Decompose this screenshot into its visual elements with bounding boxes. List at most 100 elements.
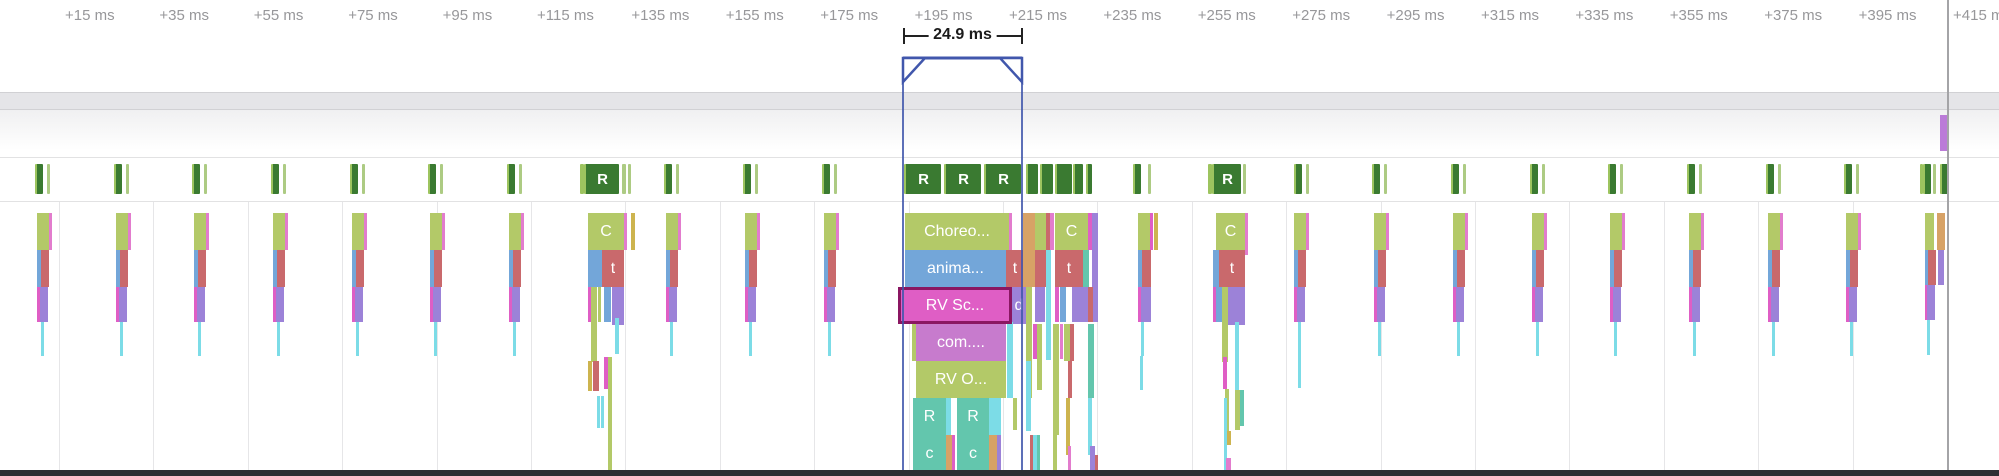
flame-bar[interactable] — [1245, 213, 1248, 255]
raster-bar[interactable] — [507, 164, 515, 194]
flame-bar[interactable] — [1455, 287, 1464, 322]
flame-bar[interactable] — [1768, 287, 1771, 322]
flame-bar[interactable] — [624, 213, 627, 250]
flame-bar[interactable] — [824, 287, 827, 322]
flame-bar[interactable] — [1035, 287, 1045, 322]
raster-bar[interactable] — [1451, 164, 1459, 194]
screenshot-event[interactable] — [1940, 115, 1947, 151]
flame-bar[interactable] — [1055, 287, 1059, 322]
raster-bar[interactable] — [1620, 164, 1623, 194]
flame-bar[interactable] — [1768, 250, 1772, 287]
flame-bar[interactable] — [666, 213, 678, 250]
raster-bar[interactable] — [1148, 164, 1151, 194]
flame-bar[interactable] — [509, 213, 521, 250]
raster-bar[interactable] — [362, 164, 365, 194]
flame-bar[interactable] — [1465, 213, 1468, 250]
flame-bar[interactable] — [1536, 322, 1539, 356]
raster-bar[interactable] — [519, 164, 522, 194]
flame-bar[interactable] — [912, 324, 916, 361]
raster-bar[interactable] — [283, 164, 286, 194]
raster-bar[interactable] — [1243, 164, 1246, 194]
flame-bar[interactable] — [49, 213, 52, 250]
raster-bar[interactable] — [1026, 164, 1038, 194]
flame-bar-r[interactable]: R — [913, 398, 946, 435]
flame-bar[interactable] — [989, 435, 997, 472]
flame-bar[interactable] — [352, 250, 356, 287]
flame-bar[interactable] — [1138, 250, 1142, 287]
raster-bar[interactable] — [1687, 164, 1695, 194]
flame-bar[interactable] — [1026, 361, 1031, 431]
flame-bar[interactable] — [39, 287, 48, 322]
raster-bar[interactable] — [628, 164, 631, 194]
flame-bar[interactable] — [434, 250, 442, 287]
flame-bar[interactable] — [1544, 213, 1547, 250]
raster-bar[interactable] — [1920, 164, 1923, 194]
flame-bar[interactable] — [1066, 398, 1070, 455]
flame-bar[interactable] — [1224, 398, 1227, 470]
raster-bar[interactable] — [428, 164, 436, 194]
raster-bar[interactable] — [755, 164, 758, 194]
flame-bar[interactable] — [430, 250, 434, 287]
flame-bar[interactable] — [670, 322, 673, 356]
flame-bar[interactable] — [194, 287, 197, 322]
raster-bar[interactable] — [1055, 164, 1072, 194]
flame-bar[interactable] — [430, 213, 442, 250]
flame-bar[interactable] — [1060, 324, 1063, 359]
flame-bar[interactable] — [588, 250, 602, 287]
flame-bar[interactable] — [1009, 213, 1012, 250]
flame-bar[interactable] — [37, 250, 41, 287]
flame-bar[interactable] — [670, 250, 678, 287]
flame-bar[interactable] — [1068, 361, 1072, 398]
flame-bar[interactable] — [1610, 213, 1622, 250]
flame-bar[interactable] — [952, 435, 955, 472]
flame-bar-c[interactable]: c — [913, 435, 946, 472]
flame-bar[interactable] — [1060, 287, 1066, 322]
flame-bar[interactable] — [591, 287, 597, 362]
raster-bar[interactable] — [664, 164, 672, 194]
flame-bar[interactable] — [354, 287, 363, 322]
flame-bar[interactable] — [352, 213, 364, 250]
flame-bar[interactable] — [1053, 324, 1059, 435]
raster-bar[interactable] — [192, 164, 200, 194]
flame-bar-t[interactable]: t — [1006, 250, 1024, 287]
flame-bar[interactable] — [1925, 213, 1934, 250]
flame-bar[interactable] — [1927, 285, 1935, 320]
raster-bar[interactable]: R — [904, 164, 941, 194]
flame-bar[interactable] — [1095, 455, 1098, 472]
flame-bar[interactable] — [1938, 250, 1944, 285]
flame-bar[interactable] — [1035, 250, 1046, 287]
flame-bar[interactable] — [1050, 213, 1054, 250]
flame-bar[interactable] — [593, 361, 599, 391]
flame-bar[interactable] — [1088, 287, 1093, 322]
flame-bar[interactable] — [116, 287, 119, 322]
raster-bar[interactable] — [1086, 164, 1092, 194]
flame-bar[interactable] — [668, 287, 677, 322]
raster-bar[interactable] — [1208, 164, 1212, 194]
raster-bar[interactable] — [1040, 164, 1053, 194]
flame-bar[interactable] — [277, 250, 285, 287]
flame-bar[interactable] — [824, 250, 828, 287]
flame-bar[interactable] — [120, 250, 128, 287]
flame-bar[interactable] — [1536, 250, 1544, 287]
flame-bar[interactable] — [432, 287, 441, 322]
flame-bar[interactable] — [1689, 213, 1701, 250]
flame-bar[interactable] — [1610, 250, 1614, 287]
flame-bar[interactable] — [273, 250, 277, 287]
flame-bar[interactable] — [1213, 250, 1219, 287]
flame-bar[interactable] — [128, 213, 131, 250]
raster-bar[interactable] — [1133, 164, 1141, 194]
flame-bar[interactable] — [194, 250, 198, 287]
flame-bar[interactable] — [1846, 287, 1849, 322]
flame-bar[interactable] — [1026, 287, 1032, 398]
flame-bar[interactable] — [513, 322, 516, 356]
flame-bar[interactable] — [666, 250, 670, 287]
raster-bar[interactable] — [622, 164, 626, 194]
flame-bar[interactable] — [1457, 322, 1460, 356]
flame-bar-rvsc[interactable]: RV Sc... — [898, 287, 1012, 324]
flame-bar[interactable] — [198, 250, 206, 287]
raster-bar[interactable]: R — [1212, 164, 1241, 194]
flame-bar[interactable] — [194, 213, 206, 250]
flame-bar[interactable] — [1138, 213, 1150, 250]
flame-bar[interactable] — [678, 213, 681, 250]
